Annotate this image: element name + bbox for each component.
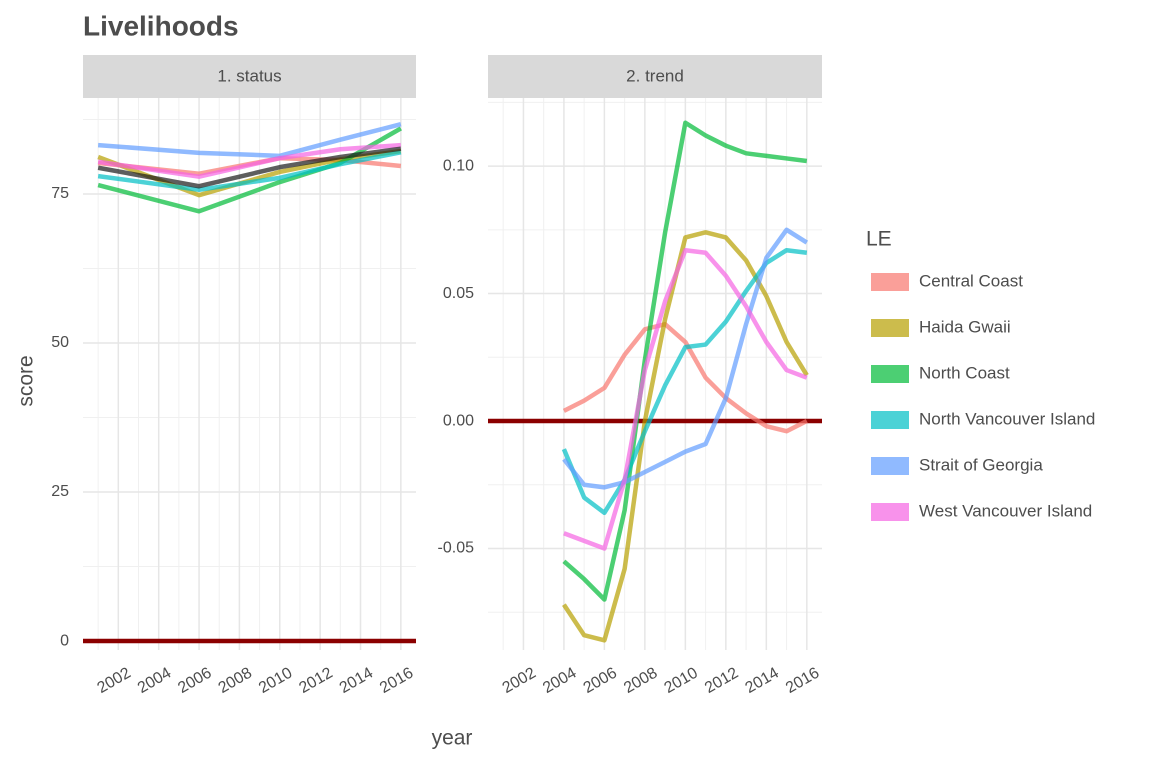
facet-label: 2. trend: [626, 66, 684, 85]
y-tick-label: 50: [51, 334, 69, 351]
y-tick-label: -0.05: [438, 540, 475, 557]
facet-label: 1. status: [217, 66, 281, 85]
x-tick-label: 2014: [337, 664, 376, 697]
chart-title: Livelihoods: [83, 10, 239, 41]
x-tick-label: 2014: [743, 664, 782, 697]
series-line: [97, 122, 402, 159]
x-tick-label: 2004: [540, 664, 579, 697]
facet-strip: [488, 55, 822, 98]
y-tick-label: 0.00: [443, 412, 474, 429]
x-tick-label: 2002: [95, 664, 134, 697]
x-axis-label: year: [432, 727, 473, 750]
legend-key: [871, 273, 909, 291]
legend-label: North Vancouver Island: [919, 409, 1095, 428]
series-line: [562, 230, 809, 643]
x-tick-label: 2012: [702, 664, 741, 697]
legend-key: [871, 319, 909, 337]
series-line: [562, 120, 808, 602]
y-tick-label: 25: [51, 483, 69, 500]
series-line: [562, 321, 808, 434]
series-line: [562, 227, 809, 490]
x-tick-label: 2010: [256, 664, 295, 697]
legend-label: Haida Gwaii: [919, 317, 1011, 336]
legend-key: [871, 503, 909, 521]
x-tick-label: 2002: [500, 664, 539, 697]
legend-title: LE: [866, 228, 892, 251]
y-tick-label: 0.05: [443, 285, 474, 302]
x-tick-label: 2008: [216, 664, 255, 697]
x-tick-label: 2012: [296, 664, 335, 697]
facet-strip: [83, 55, 416, 98]
legend-key: [871, 457, 909, 475]
series-line: [563, 247, 808, 551]
legend-label: West Vancouver Island: [919, 501, 1092, 520]
series-line: [97, 142, 402, 179]
x-tick-label: 2016: [783, 664, 822, 697]
legend-label: North Coast: [919, 363, 1010, 382]
y-tick-label: 0: [60, 632, 69, 649]
x-tick-label: 2016: [377, 664, 416, 697]
legend-key: [871, 365, 909, 383]
x-tick-label: 2010: [662, 664, 701, 697]
series-line: [97, 148, 402, 198]
legend-label: Strait of Georgia: [919, 455, 1043, 474]
legend-label: Central Coast: [919, 271, 1023, 290]
x-tick-label: 2008: [621, 664, 660, 697]
y-tick-label: 0.10: [443, 157, 474, 174]
legend-key: [871, 411, 909, 429]
x-tick-label: 2006: [175, 664, 214, 697]
x-tick-label: 2004: [135, 664, 174, 697]
y-axis-label: score: [15, 355, 38, 406]
series-line: [97, 146, 402, 189]
x-tick-label: 2006: [581, 664, 620, 697]
series-line: [97, 126, 402, 214]
y-tick-label: 75: [51, 185, 69, 202]
series-line: [97, 150, 402, 193]
